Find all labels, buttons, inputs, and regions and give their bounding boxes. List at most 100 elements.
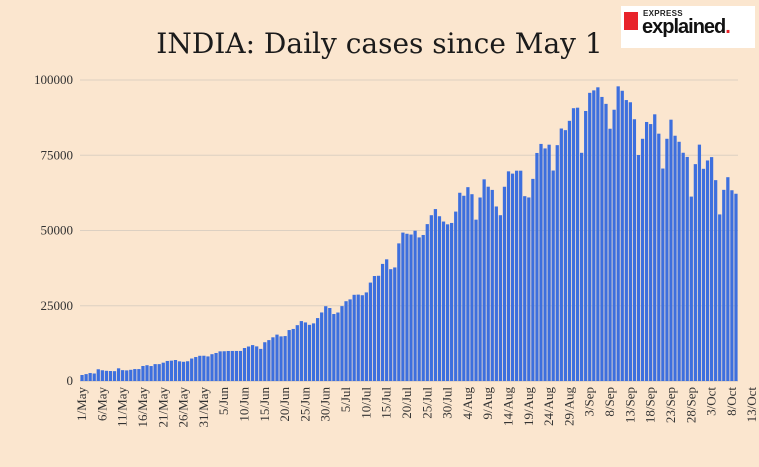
bar bbox=[352, 294, 356, 381]
bar bbox=[705, 160, 710, 381]
bar bbox=[275, 334, 279, 381]
bar bbox=[259, 348, 263, 381]
y-tick-label: 100000 bbox=[34, 72, 73, 87]
bar bbox=[230, 350, 234, 381]
bar bbox=[425, 224, 429, 381]
bar bbox=[348, 299, 352, 381]
bar bbox=[218, 351, 222, 381]
x-tick-label: 1/May bbox=[74, 387, 89, 421]
y-tick-label: 50000 bbox=[41, 223, 74, 238]
bar bbox=[547, 144, 551, 381]
bar bbox=[531, 178, 535, 381]
gridlines bbox=[80, 79, 738, 382]
bar bbox=[279, 336, 283, 381]
bar bbox=[417, 237, 421, 381]
bar bbox=[389, 269, 393, 381]
bar bbox=[539, 143, 543, 381]
bar bbox=[482, 179, 486, 381]
bar bbox=[397, 243, 401, 381]
x-tick-label: 29/Aug bbox=[561, 387, 576, 427]
bar bbox=[673, 135, 677, 381]
bar bbox=[393, 267, 397, 381]
x-tick-label: 13/Oct bbox=[744, 387, 759, 423]
bar bbox=[608, 128, 612, 381]
x-tick-label: 18/Sep bbox=[643, 387, 658, 423]
bar bbox=[596, 87, 600, 381]
express-explained-logo: EXPRESS explained. bbox=[621, 6, 755, 48]
bar bbox=[226, 350, 230, 381]
bar bbox=[445, 224, 450, 381]
x-tick-label: 16/May bbox=[135, 387, 150, 428]
bar bbox=[92, 373, 96, 381]
bar bbox=[523, 196, 527, 381]
bar bbox=[104, 370, 109, 381]
logo-main-text: explained. bbox=[642, 16, 731, 39]
bar bbox=[295, 325, 299, 381]
bar bbox=[644, 121, 649, 381]
y-tick-label: 75000 bbox=[41, 147, 74, 162]
bar bbox=[470, 194, 474, 381]
bar bbox=[303, 322, 308, 381]
bar bbox=[413, 230, 417, 381]
x-tick-label: 26/May bbox=[176, 387, 191, 428]
bar bbox=[283, 336, 287, 381]
bar bbox=[372, 276, 377, 381]
bar bbox=[490, 189, 494, 381]
bar bbox=[177, 361, 182, 381]
bar bbox=[665, 138, 669, 381]
bar bbox=[718, 214, 722, 381]
x-tick-label: 21/May bbox=[155, 387, 170, 428]
bar bbox=[612, 109, 616, 381]
bar bbox=[649, 124, 653, 381]
bar bbox=[588, 92, 592, 381]
bar bbox=[584, 110, 588, 381]
bar bbox=[112, 371, 117, 381]
bar bbox=[450, 222, 454, 381]
bar bbox=[210, 354, 214, 381]
bar bbox=[433, 209, 438, 381]
bar bbox=[494, 206, 498, 381]
bar bbox=[502, 186, 507, 381]
bar bbox=[441, 221, 446, 381]
x-tick-label: 13/Sep bbox=[622, 387, 637, 423]
bar bbox=[246, 346, 251, 381]
bar bbox=[714, 180, 718, 381]
bar bbox=[681, 152, 685, 381]
logo-top-text: EXPRESS bbox=[643, 9, 683, 18]
bar bbox=[190, 358, 194, 381]
bar bbox=[376, 275, 381, 381]
logo-mark-icon bbox=[624, 12, 638, 30]
bar bbox=[515, 170, 519, 381]
bar bbox=[604, 103, 608, 382]
bar bbox=[315, 318, 320, 381]
bar bbox=[194, 357, 198, 381]
x-tick-label: 25/Jun bbox=[297, 387, 312, 422]
bar bbox=[385, 259, 389, 381]
x-tick-label: 31/May bbox=[196, 387, 211, 428]
bar bbox=[689, 196, 693, 381]
bar bbox=[506, 171, 511, 381]
bar bbox=[555, 145, 559, 381]
bar bbox=[405, 233, 409, 381]
bar bbox=[88, 373, 92, 381]
bar bbox=[344, 301, 348, 381]
bar bbox=[206, 356, 210, 381]
bar bbox=[234, 350, 238, 381]
x-tick-label: 11/May bbox=[115, 387, 130, 427]
bar bbox=[153, 364, 157, 381]
bar bbox=[543, 148, 547, 381]
bar bbox=[141, 365, 145, 381]
bar bbox=[242, 348, 247, 381]
bar bbox=[356, 294, 360, 381]
bar bbox=[328, 308, 332, 381]
bar bbox=[559, 128, 563, 381]
bar bbox=[364, 292, 368, 381]
bar bbox=[96, 369, 100, 381]
x-tick-label: 24/Aug bbox=[541, 387, 556, 427]
bar bbox=[620, 90, 624, 381]
bar bbox=[380, 263, 385, 381]
bar bbox=[677, 141, 681, 381]
x-tick-label: 20/Jun bbox=[277, 387, 292, 422]
x-tick-label: 6/May bbox=[94, 387, 109, 421]
